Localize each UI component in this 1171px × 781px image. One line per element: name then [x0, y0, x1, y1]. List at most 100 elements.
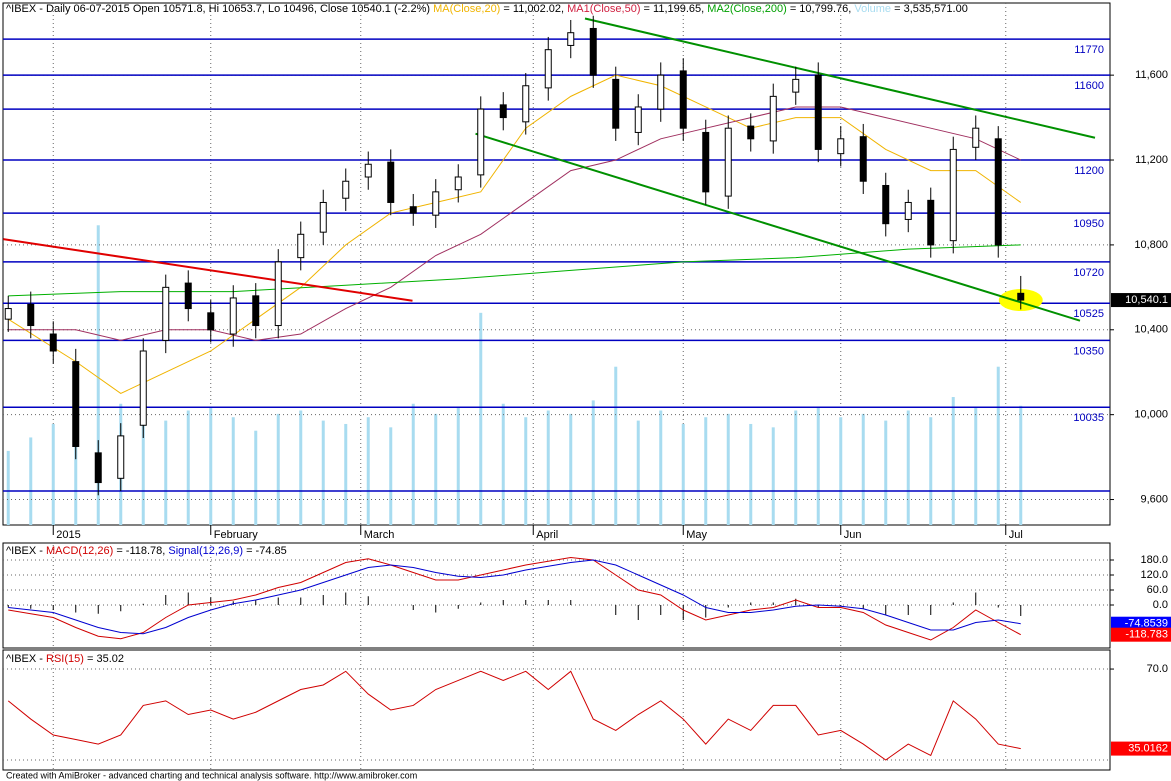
- candle-body: [747, 125, 755, 140]
- candle-body: [882, 184, 890, 225]
- level-label: 10525: [1073, 308, 1104, 320]
- macd-panel: [2, 542, 1111, 649]
- candle-body: [499, 104, 507, 119]
- y-tick-label: 0.0: [1153, 599, 1168, 611]
- y-tick-label: 10,000: [1134, 409, 1168, 421]
- candle-body: [387, 161, 395, 203]
- title-part: MA(Close,20): [433, 3, 500, 15]
- candle-body: [927, 199, 935, 246]
- candle-body: [297, 233, 305, 259]
- title-part: Signal(12,26,9): [168, 545, 243, 557]
- title-part: MACD(12,26): [46, 545, 113, 557]
- volume-bar: [996, 366, 1000, 525]
- candle-body: [4, 308, 12, 320]
- volume-bar: [974, 407, 978, 525]
- last-value-label: -118.783: [1125, 629, 1168, 641]
- volume-bar: [546, 410, 550, 525]
- volume-bar: [524, 417, 528, 525]
- candle-body: [589, 27, 597, 76]
- candle-body: [319, 201, 327, 233]
- title-part: = 11,199.65,: [641, 3, 708, 15]
- candle-body: [724, 127, 732, 197]
- candle-body: [792, 78, 800, 93]
- volume-bar: [299, 410, 303, 525]
- volume-bar: [704, 417, 708, 525]
- candle-body: [162, 286, 170, 341]
- title-part: ^IBEX -: [6, 545, 46, 557]
- volume-bar: [569, 413, 573, 525]
- candle-body: [904, 201, 912, 220]
- volume-bar: [591, 400, 595, 525]
- candle-body: [274, 261, 282, 327]
- volume-bar: [501, 403, 505, 525]
- volume-bar: [816, 407, 820, 525]
- volume-bar: [366, 417, 370, 525]
- candle-body: [522, 85, 530, 123]
- candle-body: [229, 297, 237, 335]
- volume-bar: [389, 427, 393, 525]
- candle-body: [634, 106, 642, 133]
- volume-bar: [186, 410, 190, 525]
- candle-body: [454, 176, 462, 191]
- title-part: ^IBEX -: [6, 653, 46, 665]
- volume-bar: [254, 430, 258, 525]
- last-value-box: [1111, 293, 1171, 308]
- level-label: 10950: [1073, 218, 1104, 230]
- x-tick-label: Jun: [844, 529, 862, 541]
- candle-body: [139, 350, 147, 426]
- candle-body: [769, 95, 777, 142]
- candle-body: [972, 127, 980, 148]
- trend-line: [475, 132, 1081, 322]
- candle-body: [409, 206, 417, 214]
- candle-body: [364, 163, 372, 178]
- candle-body: [567, 32, 575, 46]
- volume-bar: [884, 420, 888, 525]
- volume-bar: [771, 427, 775, 525]
- footer: Created with AmiBroker - advanced charti…: [6, 770, 417, 780]
- volume-bar: [51, 423, 55, 525]
- title-part: Volume: [854, 3, 891, 15]
- panel-title: ^IBEX - RSI(15) = 35.02: [6, 653, 124, 665]
- y-tick-label: 120.0: [1140, 569, 1168, 581]
- candle-body: [702, 131, 710, 193]
- candle-body: [72, 361, 80, 447]
- volume-bar: [6, 450, 10, 525]
- x-tick-label: March: [364, 529, 395, 541]
- y-tick-label: 70.0: [1147, 663, 1168, 675]
- macd-line: [8, 556, 1021, 641]
- volume-bar: [906, 410, 910, 525]
- volume-bar: [839, 417, 843, 525]
- candle-body: [477, 108, 485, 176]
- candle-body: [837, 138, 845, 155]
- title-part: MA2(Close,200): [707, 3, 786, 15]
- candle-body: [27, 303, 35, 327]
- moving-average: [8, 106, 1021, 341]
- title-part: = -74.85: [243, 545, 287, 557]
- x-tick-label: Jul: [1009, 529, 1023, 541]
- title-part: = 35.02: [84, 653, 124, 665]
- rsi-panel: [2, 649, 1111, 771]
- title-part: = -118.78,: [113, 545, 168, 557]
- volume-bar: [276, 413, 280, 525]
- level-label: 10035: [1073, 412, 1104, 424]
- x-tick-label: February: [214, 529, 259, 541]
- title-part: ^IBEX - Daily 06-07-2015 Open 10571.8, H…: [6, 3, 433, 15]
- volume-bar: [164, 420, 168, 525]
- volume-bar: [861, 413, 865, 525]
- volume-bar: [636, 420, 640, 525]
- candle-body: [544, 49, 552, 89]
- volume-bar: [479, 312, 483, 525]
- y-tick-label: 11,200: [1135, 154, 1168, 166]
- last-value-label: 10,540.1: [1125, 294, 1168, 306]
- trend-line: [584, 17, 1096, 139]
- volume-bar: [74, 413, 78, 525]
- volume-bar: [411, 403, 415, 525]
- volume-bar: [96, 225, 100, 525]
- price-panel: [2, 2, 1111, 526]
- volume-bar: [1019, 405, 1023, 525]
- candle-body: [342, 180, 350, 199]
- candle-body: [94, 452, 102, 484]
- candle-body: [859, 136, 867, 182]
